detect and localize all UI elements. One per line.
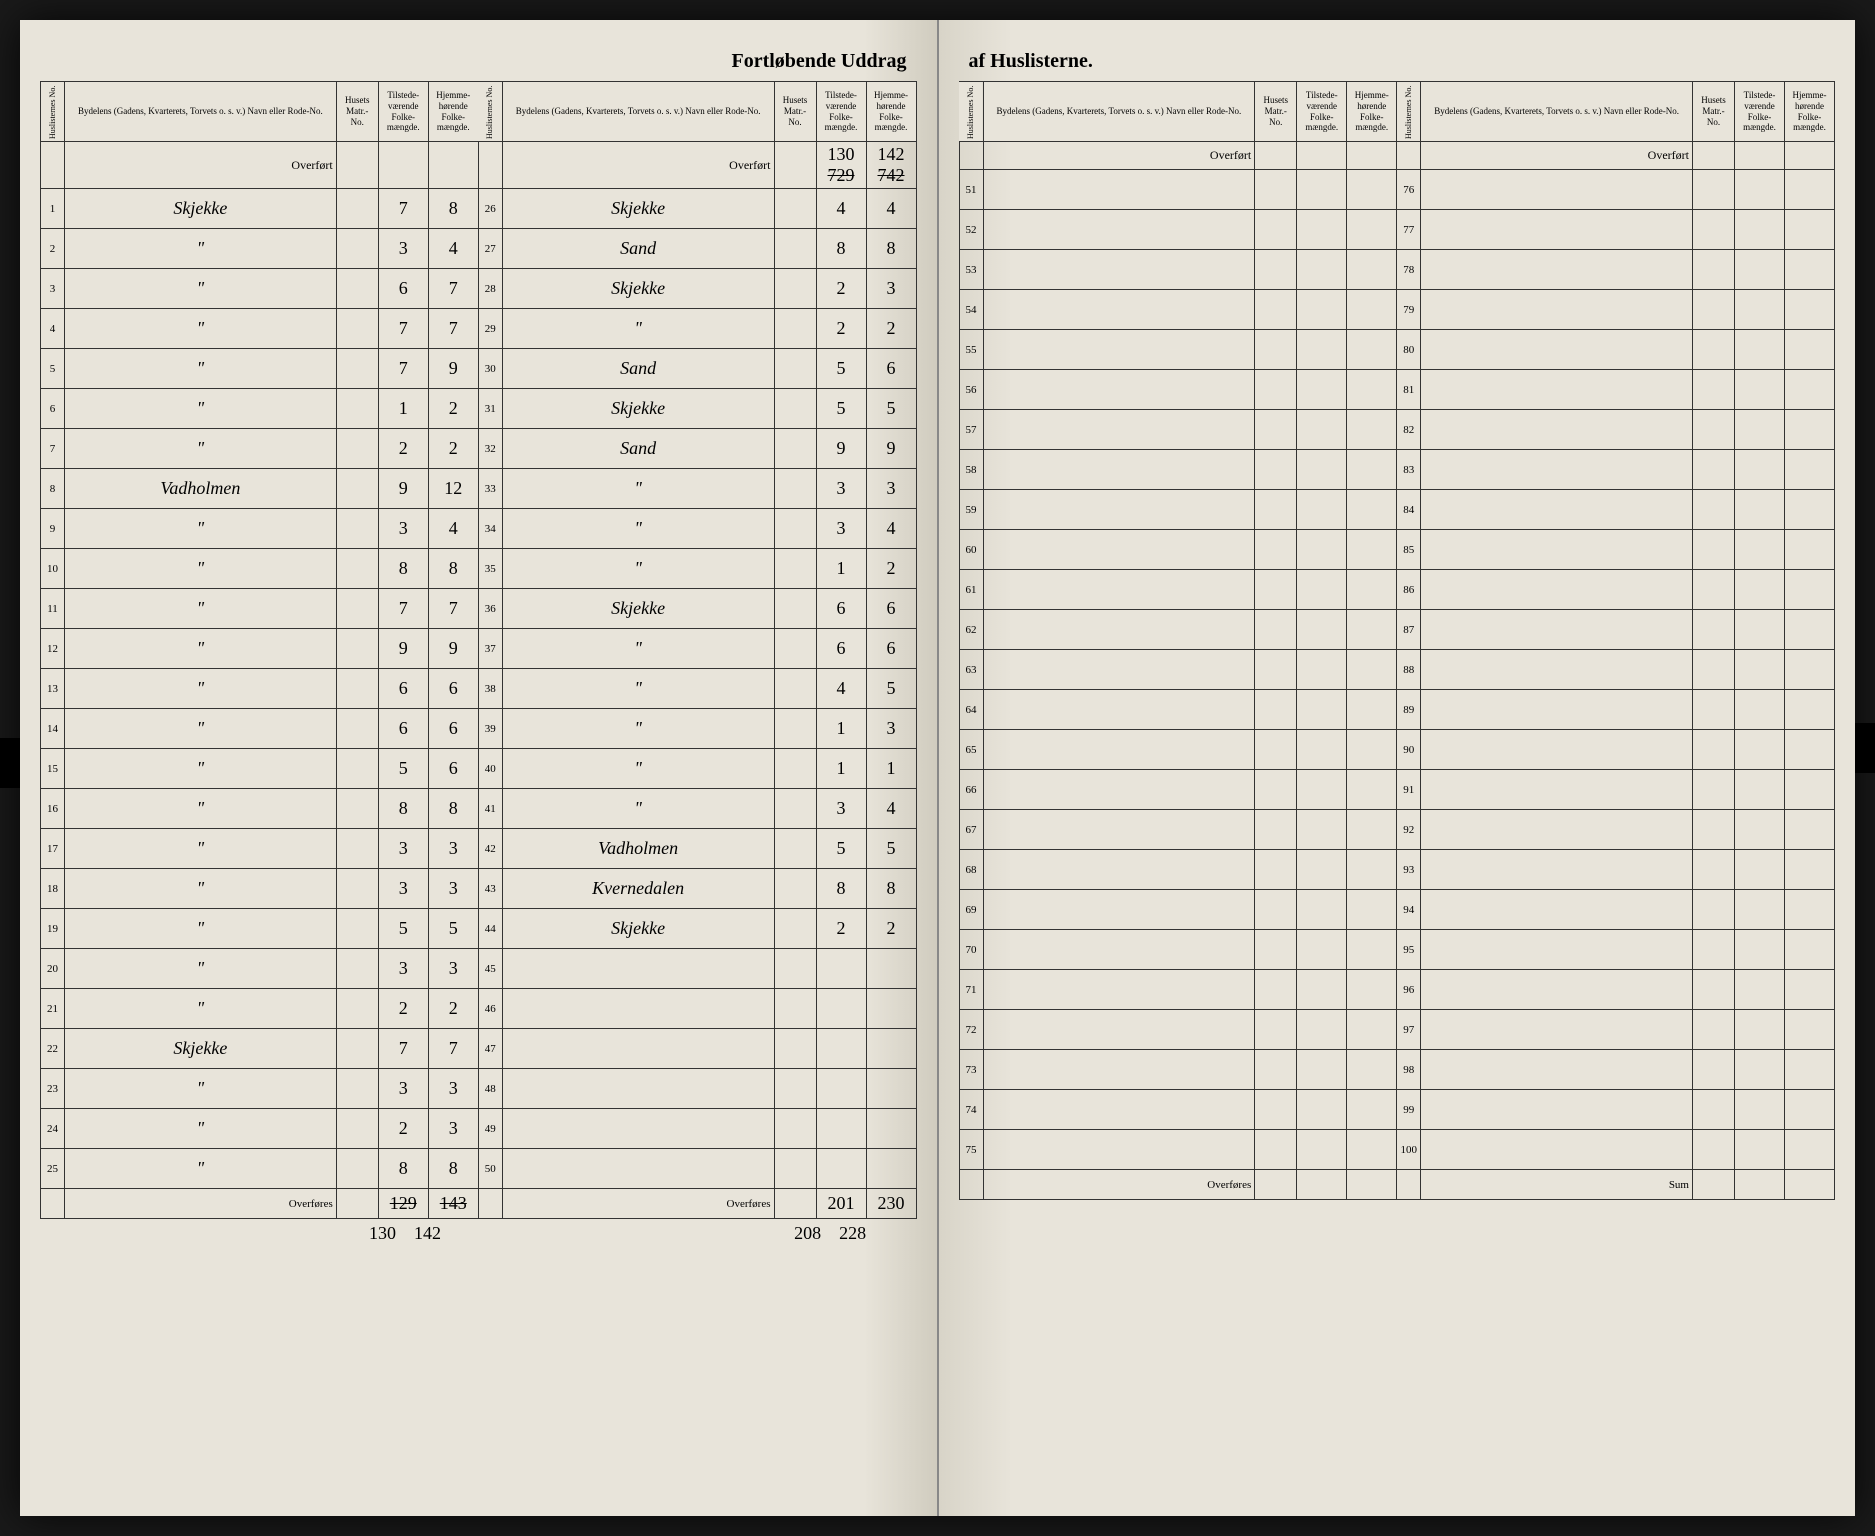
table-row: 6"1231Skjekke55 xyxy=(41,389,917,429)
table-row: 19"5544Skjekke22 xyxy=(41,909,917,949)
table-row: 22Skjekke7747 xyxy=(41,1029,917,1069)
table-row: 5782 xyxy=(959,410,1835,450)
table-row: 7398 xyxy=(959,1050,1835,1090)
page-title-right: af Huslisterne. xyxy=(959,50,1836,73)
col-tilstede: Tilstede-værende Folke-mængde. xyxy=(816,82,866,142)
table-row: 1Skjekke7826Skjekke44 xyxy=(41,189,917,229)
table-row: 6691 xyxy=(959,770,1835,810)
table-row: 17"3342Vadholmen55 xyxy=(41,829,917,869)
table-row: 11"7736Skjekke66 xyxy=(41,589,917,629)
col-huslisternes: Huslisternes No. xyxy=(41,82,65,142)
below-totals-left: 130 142 208 228 xyxy=(40,1223,917,1244)
header-row: Huslisternes No. Bydelens (Gadens, Kvart… xyxy=(959,82,1835,142)
col-bydelens: Bydelens (Gadens, Kvarterets, Torvets o.… xyxy=(65,82,337,142)
col-bydelens: Bydelens (Gadens, Kvarterets, Torvets o.… xyxy=(502,82,774,142)
table-row: 6287 xyxy=(959,610,1835,650)
table-row: 5"7930Sand56 xyxy=(41,349,917,389)
table-row: 75100 xyxy=(959,1130,1835,1170)
overfort-row: OverførtOverført xyxy=(959,142,1835,170)
table-row: 10"8835"12 xyxy=(41,549,917,589)
left-page: Fortløbende Uddrag Huslisternes No. Byde… xyxy=(20,20,939,1516)
table-row: 20"3345 xyxy=(41,949,917,989)
overfort-row: OverførtOverført130729142742 xyxy=(41,142,917,189)
table-row: 14"6639"13 xyxy=(41,709,917,749)
col-hjemme: Hjemme-hørende Folke-mængde. xyxy=(866,82,916,142)
table-row: 15"5640"11 xyxy=(41,749,917,789)
col-husets: Husets Matr.-No. xyxy=(336,82,378,142)
col-husets: Husets Matr.-No. xyxy=(1255,82,1297,142)
table-row: 5580 xyxy=(959,330,1835,370)
col-hjemme: Hjemme-hørende Folke-mængde. xyxy=(1347,82,1397,142)
table-row: 24"2349 xyxy=(41,1109,917,1149)
table-row: 7095 xyxy=(959,930,1835,970)
table-row: 8Vadholmen91233"33 xyxy=(41,469,917,509)
table-row: 6388 xyxy=(959,650,1835,690)
table-row: 3"6728Skjekke23 xyxy=(41,269,917,309)
table-row: 6792 xyxy=(959,810,1835,850)
col-huslisternes: Huslisternes No. xyxy=(1397,82,1421,142)
census-ledger-book: Fortløbende Uddrag Huslisternes No. Byde… xyxy=(20,20,1855,1516)
col-husets: Husets Matr.-No. xyxy=(1693,82,1735,142)
right-page: af Huslisterne. Huslisternes No. Bydelen… xyxy=(939,20,1856,1516)
overfores-row: OverføresSum xyxy=(959,1170,1835,1200)
col-tilstede: Tilstede-værende Folke-mængde. xyxy=(1735,82,1785,142)
col-bydelens: Bydelens (Gadens, Kvarterets, Torvets o.… xyxy=(1421,82,1693,142)
table-row: 5681 xyxy=(959,370,1835,410)
table-row: 23"3348 xyxy=(41,1069,917,1109)
table-row: 7196 xyxy=(959,970,1835,1010)
table-row: 5479 xyxy=(959,290,1835,330)
table-row: 6590 xyxy=(959,730,1835,770)
table-row: 12"9937"66 xyxy=(41,629,917,669)
table-row: 7499 xyxy=(959,1090,1835,1130)
col-tilstede: Tilstede-værende Folke-mængde. xyxy=(378,82,428,142)
right-page-table: Huslisternes No. Bydelens (Gadens, Kvart… xyxy=(959,81,1836,1200)
page-title-left: Fortløbende Uddrag xyxy=(40,50,917,73)
left-page-table: Huslisternes No. Bydelens (Gadens, Kvart… xyxy=(40,81,917,1219)
col-hjemme: Hjemme-hørende Folke-mængde. xyxy=(1785,82,1835,142)
table-row: 5176 xyxy=(959,170,1835,210)
table-row: 21"2246 xyxy=(41,989,917,1029)
col-huslisternes: Huslisternes No. xyxy=(959,82,983,142)
col-tilstede: Tilstede-værende Folke-mængde. xyxy=(1297,82,1347,142)
table-row: 25"8850 xyxy=(41,1149,917,1189)
table-row: 5277 xyxy=(959,210,1835,250)
col-husets: Husets Matr.-No. xyxy=(774,82,816,142)
col-huslisternes: Huslisternes No. xyxy=(478,82,502,142)
table-row: 5984 xyxy=(959,490,1835,530)
table-row: 5883 xyxy=(959,450,1835,490)
table-row: 6186 xyxy=(959,570,1835,610)
table-row: 6994 xyxy=(959,890,1835,930)
table-row: 7"2232Sand99 xyxy=(41,429,917,469)
table-row: 4"7729"22 xyxy=(41,309,917,349)
table-row: 5378 xyxy=(959,250,1835,290)
header-row: Huslisternes No. Bydelens (Gadens, Kvart… xyxy=(41,82,917,142)
table-row: 7297 xyxy=(959,1010,1835,1050)
col-hjemme: Hjemme-hørende Folke-mængde. xyxy=(428,82,478,142)
table-row: 6893 xyxy=(959,850,1835,890)
table-row: 6085 xyxy=(959,530,1835,570)
table-row: 16"8841"34 xyxy=(41,789,917,829)
table-row: 13"6638"45 xyxy=(41,669,917,709)
table-row: 2"3427Sand88 xyxy=(41,229,917,269)
table-row: 18"3343Kvernedalen88 xyxy=(41,869,917,909)
col-bydelens: Bydelens (Gadens, Kvarterets, Torvets o.… xyxy=(983,82,1255,142)
overfores-row: Overføres129143Overføres201230 xyxy=(41,1189,917,1219)
table-row: 6489 xyxy=(959,690,1835,730)
table-row: 9"3434"34 xyxy=(41,509,917,549)
